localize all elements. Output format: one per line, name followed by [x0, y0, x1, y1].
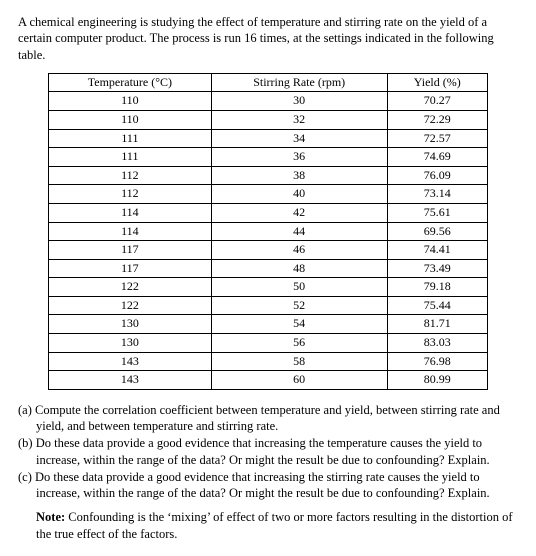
table-row: 1435876.98 — [49, 352, 488, 371]
table-cell: 46 — [211, 241, 387, 260]
table-cell: 50 — [211, 278, 387, 297]
data-table: Temperature (°C)Stirring Rate (rpm)Yield… — [48, 73, 488, 390]
table-cell: 111 — [49, 148, 212, 167]
table-cell: 74.41 — [387, 241, 487, 260]
table-cell: 117 — [49, 241, 212, 260]
table-cell: 79.18 — [387, 278, 487, 297]
table-row: 1124073.14 — [49, 185, 488, 204]
table-cell: 30 — [211, 92, 387, 111]
table-cell: 42 — [211, 203, 387, 222]
table-cell: 122 — [49, 296, 212, 315]
table-row: 1123876.09 — [49, 166, 488, 185]
table-cell: 76.09 — [387, 166, 487, 185]
question-a: (a) Compute the correlation coefficient … — [18, 402, 518, 435]
table-row: 1144469.56 — [49, 222, 488, 241]
table-cell: 48 — [211, 259, 387, 278]
table-row: 1305683.03 — [49, 334, 488, 353]
table-cell: 73.14 — [387, 185, 487, 204]
table-row: 1103070.27 — [49, 92, 488, 111]
table-cell: 75.61 — [387, 203, 487, 222]
table-header: Stirring Rate (rpm) — [211, 73, 387, 92]
table-row: 1103272.29 — [49, 110, 488, 129]
table-cell: 114 — [49, 203, 212, 222]
intro-text: A chemical engineering is studying the e… — [18, 14, 518, 63]
table-cell: 54 — [211, 315, 387, 334]
question-c: (c) Do these data provide a good evidenc… — [18, 469, 518, 502]
table-cell: 76.98 — [387, 352, 487, 371]
table-cell: 52 — [211, 296, 387, 315]
table-cell: 83.03 — [387, 334, 487, 353]
table-cell: 72.29 — [387, 110, 487, 129]
table-cell: 56 — [211, 334, 387, 353]
table-cell: 72.57 — [387, 129, 487, 148]
table-header: Yield (%) — [387, 73, 487, 92]
table-cell: 130 — [49, 334, 212, 353]
table-cell: 74.69 — [387, 148, 487, 167]
table-cell: 40 — [211, 185, 387, 204]
table-row: 1225079.18 — [49, 278, 488, 297]
table-cell: 58 — [211, 352, 387, 371]
note: Note: Confounding is the ‘mixing’ of eff… — [18, 509, 518, 542]
table-row: 1436080.99 — [49, 371, 488, 390]
table-cell: 38 — [211, 166, 387, 185]
table-cell: 111 — [49, 129, 212, 148]
table-cell: 143 — [49, 352, 212, 371]
note-label: Note: — [36, 510, 65, 524]
table-cell: 34 — [211, 129, 387, 148]
table-cell: 69.56 — [387, 222, 487, 241]
question-b: (b) Do these data provide a good evidenc… — [18, 435, 518, 468]
table-cell: 112 — [49, 166, 212, 185]
table-cell: 70.27 — [387, 92, 487, 111]
table-row: 1113674.69 — [49, 148, 488, 167]
table-cell: 75.44 — [387, 296, 487, 315]
table-row: 1225275.44 — [49, 296, 488, 315]
table-cell: 112 — [49, 185, 212, 204]
note-body: Confounding is the ‘mixing’ of effect of… — [36, 510, 513, 540]
table-cell: 73.49 — [387, 259, 487, 278]
table-row: 1113472.57 — [49, 129, 488, 148]
table-cell: 44 — [211, 222, 387, 241]
table-cell: 114 — [49, 222, 212, 241]
table-cell: 143 — [49, 371, 212, 390]
table-row: 1305481.71 — [49, 315, 488, 334]
table-row: 1174873.49 — [49, 259, 488, 278]
table-cell: 117 — [49, 259, 212, 278]
table-cell: 36 — [211, 148, 387, 167]
question-list: (a) Compute the correlation coefficient … — [18, 402, 518, 502]
table-header: Temperature (°C) — [49, 73, 212, 92]
table-cell: 122 — [49, 278, 212, 297]
table-cell: 110 — [49, 92, 212, 111]
table-row: 1144275.61 — [49, 203, 488, 222]
table-cell: 80.99 — [387, 371, 487, 390]
table-cell: 110 — [49, 110, 212, 129]
table-cell: 81.71 — [387, 315, 487, 334]
table-cell: 130 — [49, 315, 212, 334]
table-cell: 32 — [211, 110, 387, 129]
table-cell: 60 — [211, 371, 387, 390]
table-row: 1174674.41 — [49, 241, 488, 260]
